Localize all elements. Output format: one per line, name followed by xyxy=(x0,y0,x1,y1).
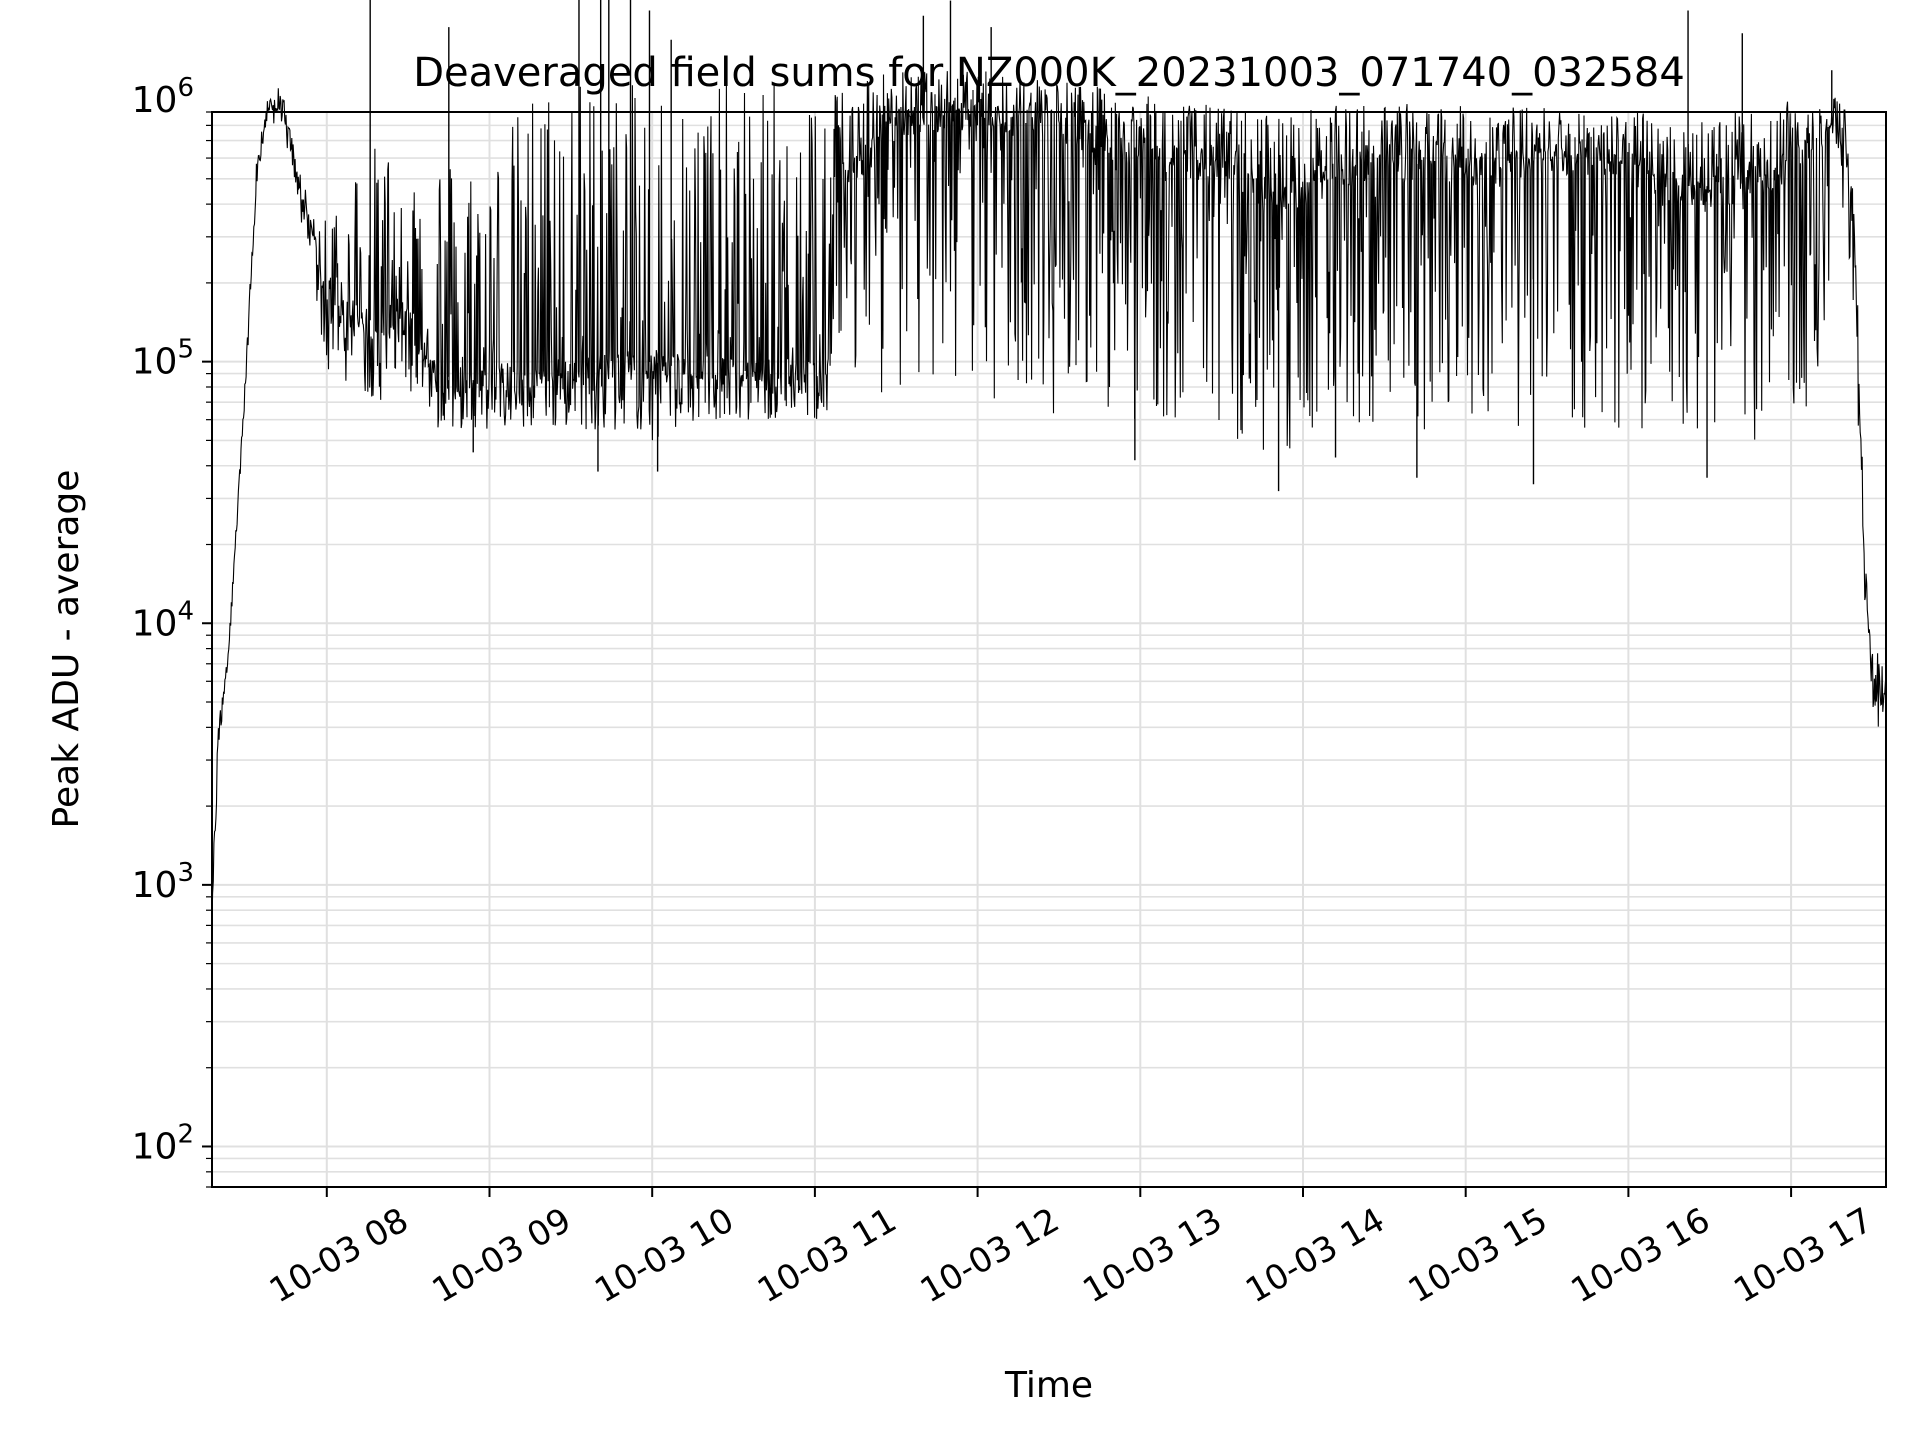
x-tick-label: 10-03 09 xyxy=(426,1200,578,1311)
x-tick-label: 10-03 08 xyxy=(263,1200,415,1311)
x-tick-label: 10-03 11 xyxy=(751,1200,903,1311)
chart-title: Deaveraged field sums for NZ000K_2023100… xyxy=(413,50,1685,96)
y-axis-label: Peak ADU - average xyxy=(46,470,87,829)
x-tick-label: 10-03 14 xyxy=(1239,1200,1391,1311)
x-tick-label: 10-03 16 xyxy=(1564,1200,1716,1311)
series-layer xyxy=(212,0,1886,921)
series-line xyxy=(212,71,1886,921)
x-tick-label: 10-03 15 xyxy=(1402,1200,1554,1311)
y-tick-label: 105 xyxy=(132,335,194,383)
x-tick-label: 10-03 13 xyxy=(1076,1200,1228,1311)
x-tick-label: 10-03 12 xyxy=(914,1200,1066,1311)
y-tick-label: 106 xyxy=(132,73,194,121)
x-tick-label: 10-03 17 xyxy=(1727,1200,1879,1311)
y-tick-label: 102 xyxy=(132,1119,194,1167)
y-tick-label: 104 xyxy=(132,596,194,644)
x-axis-label: Time xyxy=(1004,1365,1093,1406)
x-tick-label: 10-03 10 xyxy=(588,1200,740,1311)
y-tick-label: 103 xyxy=(132,858,194,906)
